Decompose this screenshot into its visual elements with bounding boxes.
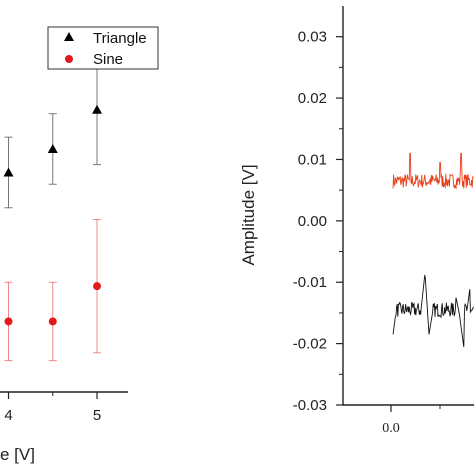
legend-triangle-marker — [64, 32, 74, 41]
data-point-sine — [48, 317, 57, 326]
data-point-triangle — [92, 104, 103, 114]
right-y-tick-label: 0.01 — [298, 151, 327, 168]
data-point-triangle — [3, 167, 14, 177]
sine-trace — [392, 152, 474, 190]
left-x-tick-label: 4 — [4, 407, 12, 424]
right-y-tick-label: -0.03 — [293, 397, 327, 414]
right-y-tick-label: 0.00 — [298, 213, 327, 230]
right-y-tick-label: -0.01 — [293, 274, 327, 291]
legend-label-triangle: Triangle — [93, 30, 147, 47]
data-point-sine — [93, 282, 102, 291]
legend-box — [47, 26, 159, 70]
left-x-axis-title: e [V] — [0, 445, 35, 464]
right-y-ticks: 0.03 0.02 0.01 0.00 -0.01 -0.02 -0.03 — [293, 29, 343, 414]
right-y-tick-label: 0.02 — [298, 90, 327, 107]
left-plot-area — [3, 54, 103, 362]
right-y-tick-label: -0.02 — [293, 336, 327, 353]
data-point-triangle — [47, 143, 58, 153]
right-x-ticks: 0.0 — [382, 405, 441, 436]
legend-label-sine: Sine — [93, 51, 123, 68]
legend: Triangle Sine — [47, 26, 159, 70]
right-plot-area — [392, 152, 474, 348]
right-y-axis-title: Amplitude [V] — [239, 164, 258, 265]
triangle-trace — [392, 274, 474, 348]
legend-sine-marker — [65, 55, 73, 63]
right-panel: 0.03 0.02 0.01 0.00 -0.01 -0.02 -0.03 0.0 Ampl… — [239, 6, 474, 436]
left-x-tick-label: 5 — [93, 407, 101, 424]
right-y-tick-label: 0.03 — [298, 29, 327, 46]
data-point-sine — [4, 317, 13, 326]
right-x-tick-label: 0.0 — [382, 421, 400, 436]
